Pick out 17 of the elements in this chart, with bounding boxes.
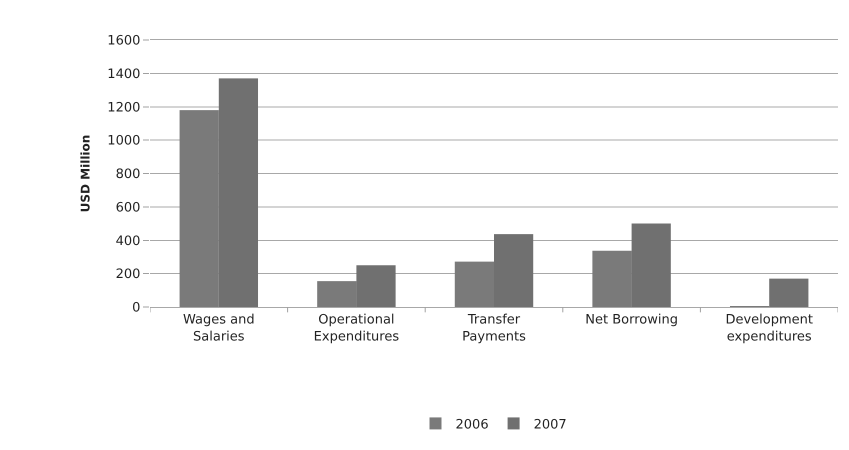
y-tick-label: 1400: [107, 66, 140, 82]
y-tick-label: 800: [116, 167, 140, 182]
y-tick-label: 1200: [107, 100, 140, 116]
x-tick-label: Wages and Salaries: [182, 312, 255, 344]
x-tick-label: Operational Expenditures: [314, 312, 400, 344]
y-tick-label: 400: [116, 234, 140, 249]
legend-label: 2007: [534, 417, 567, 432]
x-tick-label: Transfer Payments: [462, 312, 526, 344]
y-tick-label: 0: [132, 300, 140, 316]
y-tick-label: 600: [116, 200, 140, 216]
y-tick-label: 200: [116, 267, 140, 282]
y-tick-label: 1600: [107, 34, 140, 49]
legend-label: 2006: [456, 417, 489, 432]
x-tick-label: Development expenditures: [725, 312, 813, 344]
y-tick-label: 1000: [107, 134, 140, 149]
x-tick-label: Net Borrowing: [585, 312, 678, 328]
y-axis-title: USD Million: [78, 134, 93, 212]
